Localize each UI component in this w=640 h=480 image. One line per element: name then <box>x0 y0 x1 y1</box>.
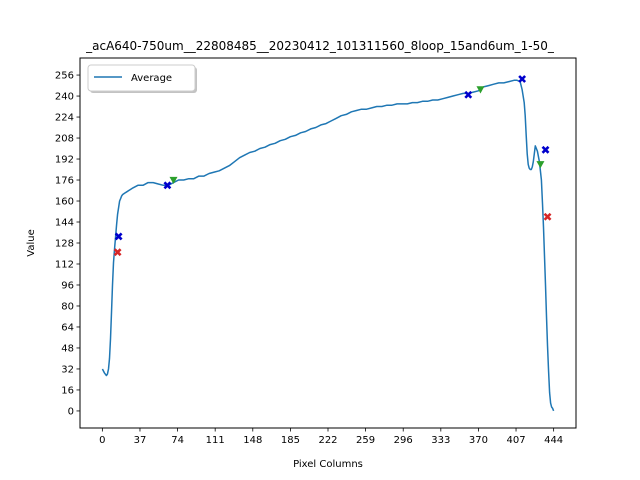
y-tick-label: 0 <box>68 406 74 417</box>
x-tick-label: 148 <box>243 435 262 446</box>
y-tick-label: 112 <box>55 259 74 270</box>
chart-title: _acA640-750um__22808485__20230412_101311… <box>85 39 555 53</box>
y-tick-label: 256 <box>55 71 74 82</box>
red-x-marker <box>543 212 552 221</box>
blue-x-marker <box>114 232 123 241</box>
x-tick-label: 0 <box>99 435 105 446</box>
x-tick-label: 370 <box>469 435 488 446</box>
y-axis: 0 16 32 48 64 80 96 112 128 144 160 176 192 208 224 240… <box>55 71 80 417</box>
x-tick-label: 407 <box>506 435 525 446</box>
red-x-marker <box>113 248 122 257</box>
x-tick-label: 74 <box>171 435 184 446</box>
legend-box <box>87 64 196 92</box>
green-triangle-marker <box>536 161 545 169</box>
x-tick-label: 185 <box>281 435 300 446</box>
y-tick-label: 64 <box>61 322 74 333</box>
blue-x-marker <box>541 145 550 154</box>
y-tick-label: 128 <box>55 239 74 250</box>
x-tick-label: 259 <box>356 435 375 446</box>
y-tick-label: 224 <box>55 113 74 124</box>
x-tick-label: 222 <box>318 435 337 446</box>
y-tick-label: 80 <box>61 301 74 312</box>
green-triangle-marker <box>476 86 485 94</box>
y-tick-label: 208 <box>55 134 74 145</box>
y-tick-label: 96 <box>61 280 74 291</box>
x-tick-label: 37 <box>134 435 147 446</box>
y-tick-label: 16 <box>61 385 74 396</box>
x-tick-label: 444 <box>544 435 563 446</box>
y-tick-label: 144 <box>55 218 74 229</box>
x-axis-label: Pixel Columns <box>293 459 363 470</box>
y-tick-label: 192 <box>55 155 74 166</box>
blue-x-marker <box>518 75 527 83</box>
y-tick-label: 48 <box>61 343 74 354</box>
x-tick-label: 333 <box>431 435 450 446</box>
x-tick-label: 296 <box>394 435 413 446</box>
legend: Average <box>87 64 197 93</box>
blue-x-marker <box>163 181 172 190</box>
y-axis-label: Value <box>26 229 37 256</box>
x-axis: 0 37 74 111 148 185 222 259 296 333 370 407 444 <box>99 428 563 446</box>
blue-x-marker <box>464 90 473 99</box>
x-tick-label: 111 <box>206 435 225 446</box>
series-line-average <box>101 79 555 412</box>
green-triangle-marker <box>169 176 178 185</box>
y-tick-label: 240 <box>55 92 74 103</box>
y-tick-label: 32 <box>61 364 74 375</box>
y-tick-label: 176 <box>55 176 74 187</box>
plot-area <box>101 75 555 412</box>
legend-label-average: Average <box>131 73 172 84</box>
y-tick-label: 160 <box>55 197 74 208</box>
